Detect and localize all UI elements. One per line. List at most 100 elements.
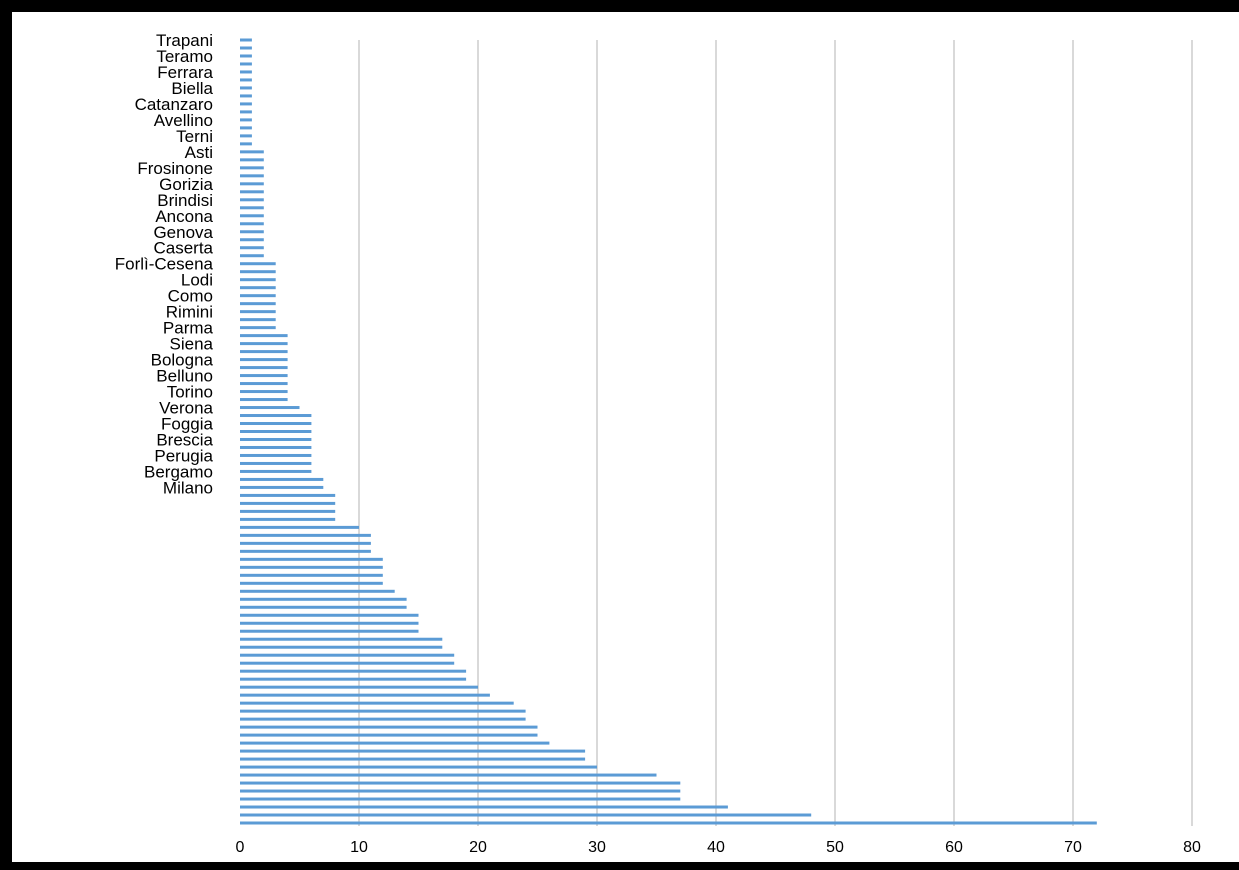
category-label: Belluno xyxy=(156,367,213,386)
category-label: Brescia xyxy=(156,430,213,449)
bar xyxy=(240,701,514,705)
category-label: Perugia xyxy=(154,446,213,465)
bar xyxy=(240,238,264,242)
category-label: Ancona xyxy=(155,207,213,226)
bar xyxy=(240,541,371,545)
bar xyxy=(240,661,455,665)
bar xyxy=(240,509,336,513)
bar xyxy=(240,437,312,441)
category-label: Biella xyxy=(171,79,213,98)
bar xyxy=(240,246,264,250)
bar xyxy=(240,398,288,402)
bar xyxy=(240,166,264,170)
bar xyxy=(240,206,264,210)
bar xyxy=(240,110,252,114)
category-label: Ferrara xyxy=(157,63,213,82)
category-label: Bergamo xyxy=(144,462,213,481)
x-axis-ticks: 0 10 20 30 40 50 60 70 80 xyxy=(236,839,1201,856)
bar xyxy=(240,621,419,625)
bar xyxy=(240,677,467,681)
bar xyxy=(240,254,264,258)
bar xyxy=(240,294,276,298)
bar xyxy=(240,126,252,130)
bar xyxy=(240,813,812,817)
bar xyxy=(240,334,288,338)
bar xyxy=(240,86,252,90)
bar xyxy=(240,198,264,202)
category-label: Siena xyxy=(170,335,214,354)
bar xyxy=(240,366,288,370)
bar xyxy=(240,453,312,457)
bar xyxy=(240,318,276,322)
bar xyxy=(240,382,288,386)
bar xyxy=(240,190,264,194)
category-label: Foggia xyxy=(161,415,214,434)
bar xyxy=(240,597,407,601)
category-label: Bologna xyxy=(151,351,214,370)
x-tick-label: 0 xyxy=(236,839,245,856)
bar xyxy=(240,445,312,449)
bar xyxy=(240,765,597,769)
bar xyxy=(240,350,288,354)
bar xyxy=(240,118,252,122)
bar xyxy=(240,693,490,697)
category-label: Gorizia xyxy=(159,175,213,194)
bar xyxy=(240,469,312,473)
x-tick-label: 60 xyxy=(945,839,963,856)
bar xyxy=(240,214,264,218)
bar xyxy=(240,525,359,529)
bar xyxy=(240,493,336,497)
bar xyxy=(240,573,383,577)
bar xyxy=(240,685,478,689)
category-label: Como xyxy=(168,287,213,306)
category-label: Caserta xyxy=(153,239,213,258)
bar xyxy=(240,46,252,50)
bar xyxy=(240,557,383,561)
bar xyxy=(240,757,586,761)
bar xyxy=(240,342,288,346)
bar xyxy=(240,390,288,394)
category-label: Parma xyxy=(163,319,214,338)
bar xyxy=(240,406,300,410)
bar xyxy=(240,134,252,138)
category-label: Catanzaro xyxy=(135,95,213,114)
bar xyxy=(240,613,419,617)
bar xyxy=(240,158,264,162)
bar xyxy=(240,222,264,226)
category-label: Brindisi xyxy=(157,191,213,210)
bar xyxy=(240,821,1097,825)
x-tick-label: 10 xyxy=(350,839,368,856)
category-label: Terni xyxy=(176,127,213,146)
bar xyxy=(240,717,526,721)
bar xyxy=(240,805,728,809)
bar xyxy=(240,262,276,266)
bar xyxy=(240,653,455,657)
bar xyxy=(240,461,312,465)
bar xyxy=(240,78,252,82)
bar xyxy=(240,637,443,641)
bar xyxy=(240,741,550,745)
bar xyxy=(240,326,276,330)
bar xyxy=(240,781,681,785)
category-label: Rimini xyxy=(166,303,213,322)
bar xyxy=(240,150,264,154)
bar xyxy=(240,517,336,521)
x-tick-label: 30 xyxy=(588,839,606,856)
bar xyxy=(240,94,252,98)
bar xyxy=(240,102,252,106)
category-label: Teramo xyxy=(156,47,213,66)
bar xyxy=(240,477,324,481)
bar xyxy=(240,422,312,426)
bar xyxy=(240,533,371,537)
bar xyxy=(240,725,538,729)
bar xyxy=(240,589,395,593)
category-label: Torino xyxy=(167,383,213,402)
category-label: Asti xyxy=(185,143,213,162)
bar xyxy=(240,773,657,777)
gridlines xyxy=(358,40,1193,826)
bar xyxy=(240,54,252,58)
category-label: Lodi xyxy=(181,271,213,290)
bar xyxy=(240,358,288,362)
bar xyxy=(240,270,276,274)
category-label: Forlì-Cesena xyxy=(115,255,214,274)
